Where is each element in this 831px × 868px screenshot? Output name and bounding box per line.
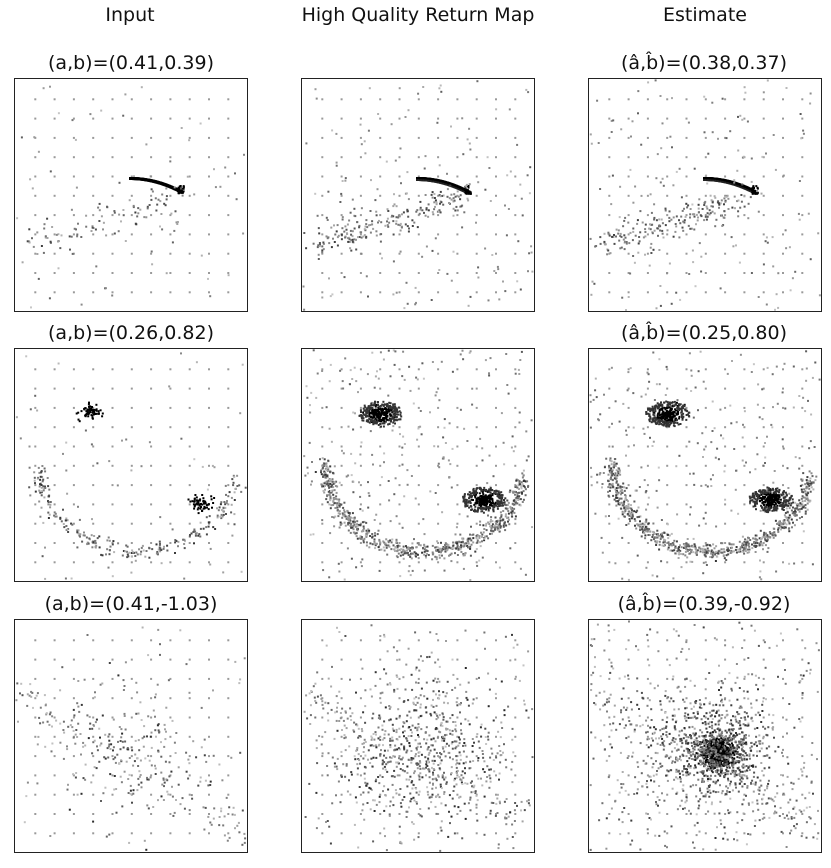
- grid-dots: [608, 639, 804, 835]
- plot-canvas-r2-c1: [303, 624, 534, 852]
- plot-canvas-r1-c0: [15, 352, 247, 580]
- plot-canvas-r2-c2: [589, 620, 820, 851]
- plot-canvas-r2-c0: [15, 626, 247, 851]
- panel-title-r0-c2: (â,b̂)=(0.38,0.37): [621, 52, 787, 74]
- grid-dots: [34, 639, 230, 835]
- plot-canvas-r1-c1: [303, 349, 533, 581]
- column-title-return-map: High Quality Return Map: [301, 4, 535, 26]
- plot-canvas-r0-c0: [16, 85, 245, 309]
- panel-title-r2-c0: (a,b)=(0.41,-1.03): [44, 593, 218, 615]
- plot-panel-r2-c0: [14, 619, 248, 853]
- column-title-input: Input: [105, 4, 155, 26]
- plot-panel-r1-c0: [14, 348, 248, 582]
- plot-panel-r1-c1: [301, 348, 535, 582]
- grid-dots: [321, 98, 517, 294]
- plot-panel-r2-c2: [588, 619, 822, 853]
- grid-dots: [34, 98, 230, 294]
- panel-title-r2-c2: (â,b̂)=(0.39,-0.92): [617, 593, 791, 615]
- plot-canvas-r1-c2: [589, 350, 821, 581]
- grid-dots: [34, 368, 230, 564]
- plot-panel-r0-c1: [301, 78, 535, 312]
- column-title-estimate: Estimate: [663, 4, 747, 26]
- grid-dots: [321, 639, 517, 835]
- plot-canvas-r0-c1: [302, 80, 534, 311]
- panel-title-r0-c0: (a,b)=(0.41,0.39): [48, 52, 214, 74]
- plot-panel-r0-c2: [588, 78, 822, 312]
- plot-panel-r1-c2: [588, 348, 822, 582]
- grid-dots: [608, 98, 804, 294]
- plot-canvas-r0-c2: [589, 79, 821, 311]
- plot-panel-r0-c0: [14, 78, 248, 312]
- grid-dots: [321, 368, 517, 564]
- panel-title-r1-c0: (a,b)=(0.26,0.82): [48, 322, 214, 344]
- panel-title-r1-c2: (â,b̂)=(0.25,0.80): [621, 322, 787, 344]
- plot-panel-r2-c1: [301, 619, 535, 853]
